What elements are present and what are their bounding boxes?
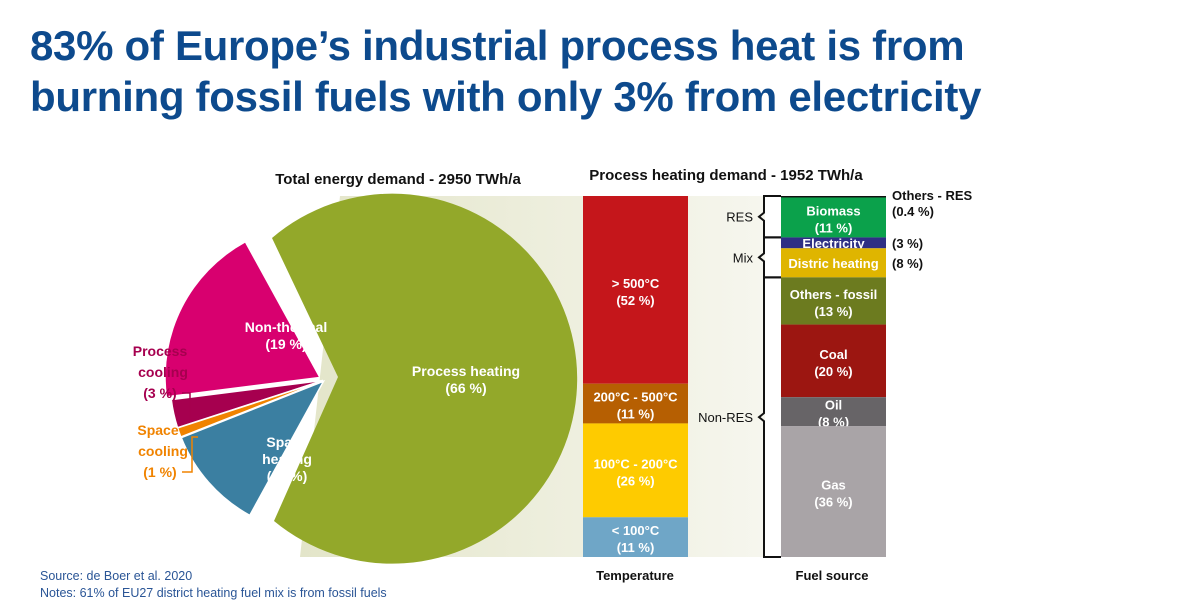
fuel-segment-biomass bbox=[781, 197, 886, 238]
pie-slice-process-heating bbox=[272, 193, 578, 564]
temperature-segment-100-c-200-c-pct: (26 %) bbox=[616, 473, 654, 488]
fuel-group-brackets: RES Mix Non-RES bbox=[698, 195, 781, 558]
temperature-segment-200-c-500-c-label: 200°C - 500°C bbox=[593, 390, 678, 405]
temperature-segment-500-c-label: > 500°C bbox=[612, 276, 660, 291]
axis-label-fuel-source: Fuel source bbox=[796, 568, 869, 583]
process-cooling-leader bbox=[182, 392, 196, 420]
source-note: Source: de Boer et al. 2020 bbox=[40, 569, 193, 583]
fuel-segment-gas-pct: (36 %) bbox=[814, 495, 852, 510]
label-process-cooling: Process cooling (3 %) bbox=[133, 343, 188, 401]
temperature-segment-500-c-pct: (52 %) bbox=[616, 293, 654, 308]
bars-title: Process heating demand - 1952 TWh/a bbox=[589, 167, 863, 184]
fuel-segment-oil-label: Oil bbox=[825, 398, 842, 413]
fuel-segment-distric-heating bbox=[781, 248, 886, 278]
fuel-segment-coal-label: Coal bbox=[819, 347, 847, 362]
fuel-segment-others-res-label: Others - RES bbox=[892, 188, 973, 203]
label-non-thermal: Non-thermal (19 %) bbox=[245, 319, 327, 352]
temperature-segment-100-c bbox=[583, 517, 688, 557]
axis-label-temperature: Temperature bbox=[596, 568, 674, 583]
fuel-segment-oil bbox=[781, 397, 886, 427]
temperature-segment-500-c bbox=[583, 196, 688, 384]
title-line-1: 83% of Europe’s industrial process heat … bbox=[30, 22, 965, 69]
fuel-segment-others-fossil-pct: (13 %) bbox=[814, 304, 852, 319]
group-label-mix: Mix bbox=[733, 250, 754, 265]
fuel-segment-coal bbox=[781, 324, 886, 398]
pie-slice-space-heating bbox=[180, 379, 326, 517]
fuel-segment-biomass-pct: (11 %) bbox=[815, 220, 853, 235]
fuel-segment-others-fossil bbox=[781, 277, 886, 325]
fuel-segment-others-fossil-label: Others - fossil bbox=[790, 287, 877, 302]
stacked-bars: > 500°C (52 %) 200°C - 500°C (11 %) 100°C - … bbox=[583, 188, 973, 557]
temperature-segment-100-c-200-c bbox=[583, 423, 688, 518]
label-process-heating: Process heating (66 %) bbox=[412, 363, 520, 396]
fuel-segment-others-res-pct: (0.4 %) bbox=[892, 204, 934, 219]
temperature-segment-200-c-500-c bbox=[583, 383, 688, 424]
fuel-segment-distric-heating-pct: (8 %) bbox=[892, 256, 923, 271]
bracket-non-res bbox=[757, 276, 781, 558]
fuel-segment-biomass-label: Biomass bbox=[806, 203, 860, 218]
pie-slice-non-thermal bbox=[165, 242, 319, 396]
fuel-segment-gas-label: Gas bbox=[821, 478, 846, 493]
fuel-segment-oil-pct: (8 %) bbox=[818, 415, 849, 430]
label-space-cooling: Space cooling (1 %) bbox=[137, 422, 188, 480]
footnote: Notes: 61% of EU27 district heating fuel… bbox=[40, 586, 387, 600]
temperature-segment-100-c-200-c-label: 100°C - 200°C bbox=[593, 456, 678, 471]
space-cooling-leader bbox=[182, 436, 198, 473]
temperature-segment-100-c-pct: (11 %) bbox=[617, 540, 655, 555]
temperature-segment-100-c-label: < 100°C bbox=[612, 523, 660, 538]
pie-title: Total energy demand - 2950 TWh/a bbox=[275, 171, 521, 188]
fuel-segment-coal-pct: (20 %) bbox=[814, 364, 852, 379]
fuel-segment-electricity bbox=[781, 237, 886, 249]
fuel-segment-gas bbox=[781, 426, 886, 557]
temperature-segment-200-c-500-c-pct: (11 %) bbox=[617, 407, 655, 422]
fuel-segment-distric-heating-label: Distric heating bbox=[788, 256, 878, 271]
fuel-segment-electricity-label: Electricity bbox=[802, 236, 865, 251]
group-label-res: RES bbox=[726, 210, 753, 225]
pie-chart bbox=[165, 193, 578, 564]
page-title: 83% of Europe’s industrial process heat … bbox=[30, 20, 981, 122]
fuel-segment-electricity-pct: (3 %) bbox=[892, 236, 923, 251]
label-space-heating: Space heating (11 %) bbox=[262, 434, 312, 484]
title-line-2: burning fossil fuels with only 3% from e… bbox=[30, 73, 982, 120]
group-label-non-res: Non-RES bbox=[698, 410, 753, 425]
